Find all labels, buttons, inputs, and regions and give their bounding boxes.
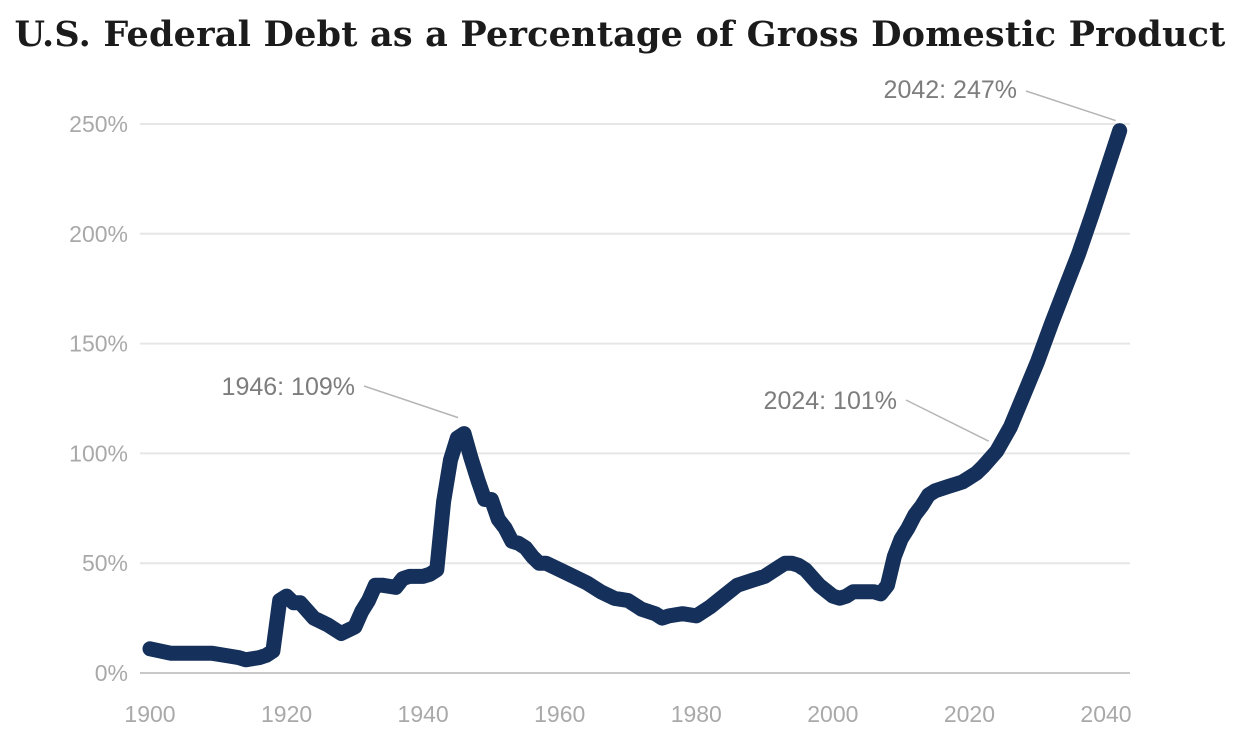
series-line-debt-to-gdp — [142, 123, 1128, 668]
annotation-label: 2024: 101% — [764, 387, 897, 415]
annotation-label: 2042: 247% — [884, 76, 1017, 104]
y-tick-label: 100% — [69, 440, 128, 466]
x-tick-label: 1940 — [398, 701, 449, 727]
x-tick-label: 2040 — [1080, 701, 1131, 727]
annotations: 1946: 109% 2024: 101% 2042: 247% — [222, 76, 1116, 442]
x-tick-label: 2000 — [807, 701, 858, 727]
x-tick-label: 1900 — [124, 701, 175, 727]
gridlines — [140, 123, 1130, 674]
x-axis-tick-labels: 1900 1920 1940 1960 1980 2000 2020 2040 — [124, 701, 1131, 727]
x-tick-label: 2020 — [944, 701, 995, 727]
y-tick-label: 250% — [69, 111, 128, 137]
y-tick-label: 200% — [69, 221, 128, 247]
x-tick-label: 1960 — [534, 701, 585, 727]
y-axis-tick-labels: 0% 50% 100% 150% 200% 250% — [69, 111, 128, 686]
y-tick-label: 150% — [69, 331, 128, 357]
x-tick-label: 1920 — [261, 701, 312, 727]
y-tick-label: 50% — [82, 550, 128, 576]
chart-title: U.S. Federal Debt as a Percentage of Gro… — [14, 14, 1226, 55]
annotation-leader-line — [905, 399, 990, 442]
series-layer — [142, 123, 1128, 668]
x-tick-label: 1980 — [671, 701, 722, 727]
y-tick-label: 0% — [95, 660, 128, 686]
annotation-leader-line — [1025, 90, 1116, 122]
annotation-label: 1946: 109% — [222, 373, 355, 401]
annotation-leader-line — [363, 385, 459, 419]
